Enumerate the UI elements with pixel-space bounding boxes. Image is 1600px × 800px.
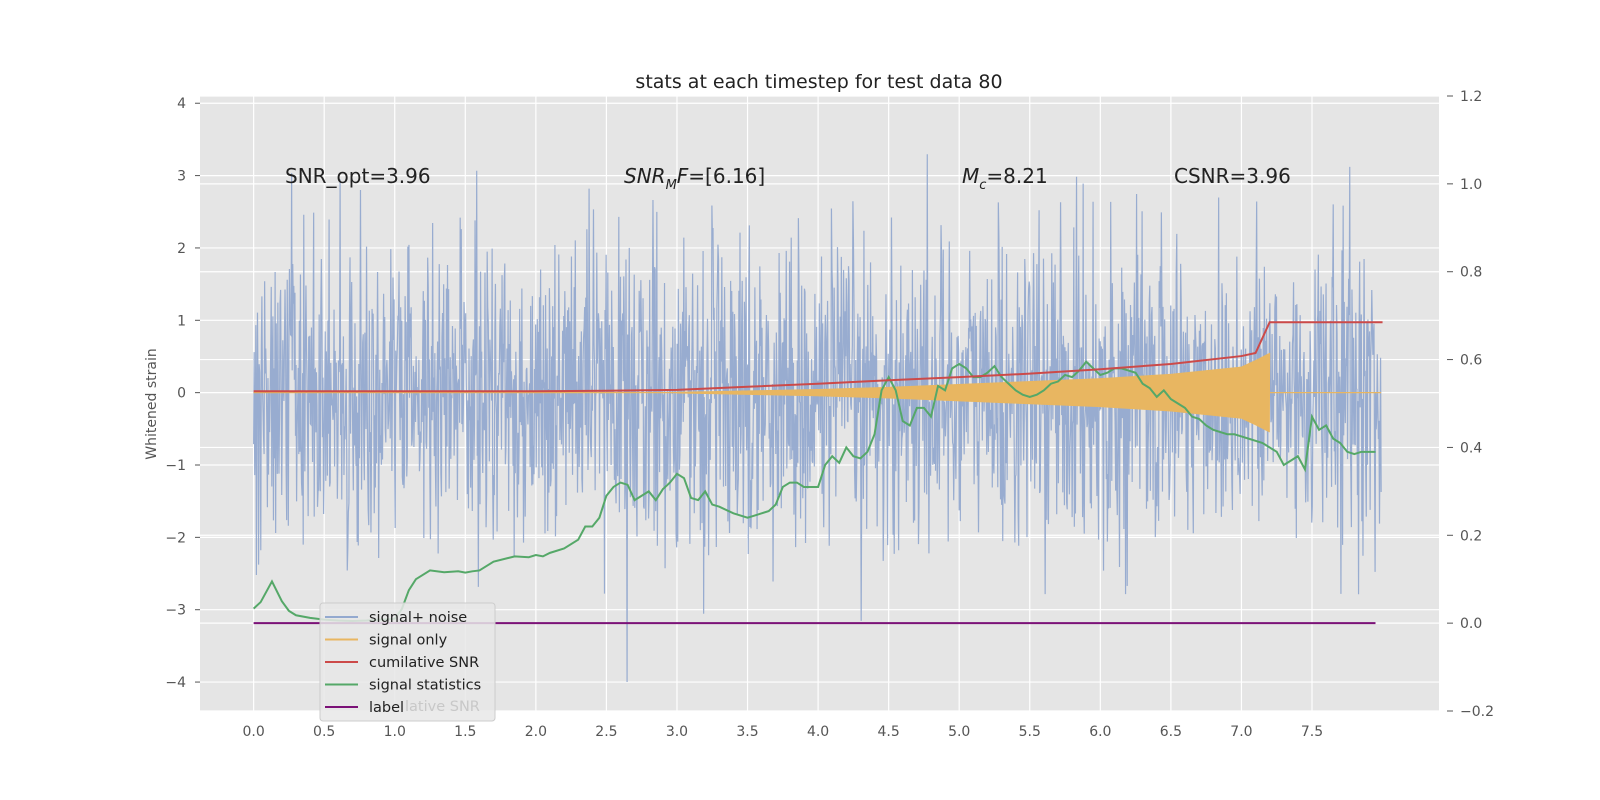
annotation-snr-mf-main: SNR: [624, 164, 666, 188]
legend-label-2: cumilative SNR: [369, 655, 479, 671]
x-tick-label-3: 1.5: [454, 724, 476, 740]
x-tick-label-7: 3.5: [736, 724, 758, 740]
legend-box: [319, 602, 496, 722]
right-tick-label-6: 0.0: [1460, 616, 1482, 632]
left-tick-label-1: 3: [177, 169, 186, 185]
annotation-snr-mf-rest-f: F: [677, 164, 689, 188]
annotation-snr-opt: SNR_opt=3.96: [285, 164, 431, 188]
x-tick-label-13: 6.5: [1160, 724, 1182, 740]
left-tick-label-8: −4: [165, 675, 186, 691]
x-tick-label-6: 3.0: [666, 724, 688, 740]
x-tick-label-15: 7.5: [1301, 724, 1323, 740]
legend-label-0: signal+ noise: [369, 610, 467, 626]
x-tick-label-8: 4.0: [807, 724, 829, 740]
left-tick-label-5: −1: [165, 458, 186, 474]
left-tick-label-0: 4: [177, 96, 186, 112]
left-tick-label-6: −2: [165, 530, 186, 546]
legend-hidden-text: lative SNR: [405, 699, 480, 715]
right-tick-label-4: 0.4: [1460, 440, 1482, 456]
legend-label-3: signal statistics: [369, 678, 481, 694]
x-tick-label-4: 2.0: [525, 724, 547, 740]
x-tick-label-10: 5.0: [948, 724, 970, 740]
left-tick-label-2: 2: [177, 241, 186, 257]
x-tick-label-9: 4.5: [878, 724, 900, 740]
legend: lative SNR signal+ noise signal only cumil…: [319, 602, 496, 722]
annotation-snr-mf-rest: =[6.16]: [688, 164, 765, 188]
signal-statistics-line: [252, 360, 1376, 622]
left-tick-label-4: 0: [177, 386, 186, 402]
annotation-snr-mf-sub: M: [666, 178, 677, 193]
right-tick-label-3: 0.6: [1460, 353, 1482, 369]
y-axis-label: Whitened strain: [144, 348, 160, 459]
annotation-mc: Mc=8.21: [962, 164, 1048, 193]
left-tick-label-7: −3: [165, 603, 186, 619]
annotation-snr-mf: SNRMF=[6.16]: [624, 164, 765, 193]
x-tick-label-0: 0.0: [242, 724, 264, 740]
annotation-mc-rest: =8.21: [986, 164, 1047, 188]
right-tick-label-2: 0.8: [1460, 265, 1482, 281]
x-tick-label-14: 7.0: [1230, 724, 1252, 740]
x-tick-label-5: 2.5: [595, 724, 617, 740]
annotation-csnr: CSNR=3.96: [1174, 164, 1291, 188]
chart-title: stats at each timestep for test data 80: [635, 71, 1002, 93]
right-axis: 1.2 1.0 0.8 0.6 0.4 0.2 0.0 −0.2: [1447, 89, 1494, 720]
left-tick-label-3: 1: [177, 313, 186, 329]
signal-noise-line: [253, 154, 1382, 683]
right-tick-label-0: 1.2: [1460, 89, 1482, 105]
left-axis: 4 3 2 1 0 −1 −2 −3 −4: [165, 96, 200, 691]
legend-label-4: label: [369, 700, 404, 716]
x-tick-label-2: 1.0: [384, 724, 406, 740]
signal-only-chirp: [676, 352, 1271, 433]
annotation-mc-main: M: [962, 164, 979, 188]
x-tick-label-11: 5.5: [1019, 724, 1041, 740]
right-tick-label-5: 0.2: [1460, 528, 1482, 544]
right-tick-label-7: −0.2: [1460, 704, 1494, 720]
cumulative-snr-line: [253, 321, 1383, 393]
right-tick-label-1: 1.0: [1460, 177, 1482, 193]
x-tick-label-1: 0.5: [313, 724, 335, 740]
x-axis: 0.0 0.5 1.0 1.5 2.0 2.5 3.0 3.5 4.0 4.5 5.0 5.5 6.0 6…: [242, 724, 1323, 740]
signal-only-series: [253, 352, 1382, 433]
annotation-mc-sub: c: [979, 178, 986, 193]
legend-label-1: signal only: [369, 633, 448, 649]
x-tick-label-12: 6.0: [1089, 724, 1111, 740]
signal-noise-series: [253, 154, 1382, 683]
